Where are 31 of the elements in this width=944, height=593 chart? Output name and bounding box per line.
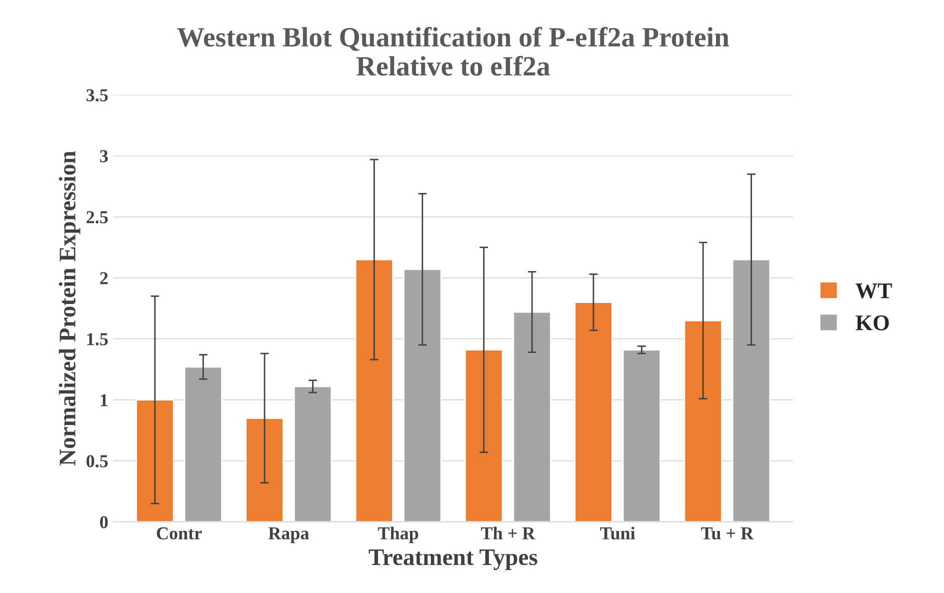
x-tick-label: Tuni (600, 526, 636, 540)
y-tick-label: 1.5 (87, 333, 108, 346)
bar (574, 302, 613, 522)
bar (622, 349, 662, 522)
y-tick-label: 0 (100, 516, 108, 528)
y-tick-label: 1 (100, 394, 108, 406)
bar (184, 366, 223, 522)
y-tick-label: 2.5 (86, 211, 108, 224)
bar (136, 399, 174, 522)
bar (512, 311, 552, 522)
x-tick-label: Contr (156, 527, 202, 540)
legend-label: KO (856, 315, 889, 330)
bar (293, 386, 332, 522)
y-tick-label: 2 (100, 272, 108, 284)
bar (403, 268, 442, 522)
y-axis-title: Normalized Protein Expression (58, 151, 80, 466)
y-tick-label: 0.5 (86, 455, 108, 468)
bar (354, 258, 394, 522)
bar (464, 349, 504, 522)
x-tick-label: Tu + R (701, 527, 754, 540)
legend-label: WT (856, 284, 892, 298)
bar (684, 320, 722, 522)
chart-title: Western Blot Quantification of P-eIf2a Protein Relative to eIf2a (177, 26, 730, 76)
x-tick-label: Thap (378, 526, 418, 544)
y-tick-label: 3.5 (86, 89, 108, 102)
x-tick-label: Rapa (268, 527, 309, 544)
bar (245, 417, 284, 522)
x-axis-title: Treatment Types (368, 549, 538, 570)
y-tick-label: 3 (100, 150, 108, 162)
x-tick-label: Th + R (480, 526, 536, 540)
bar (732, 258, 771, 522)
